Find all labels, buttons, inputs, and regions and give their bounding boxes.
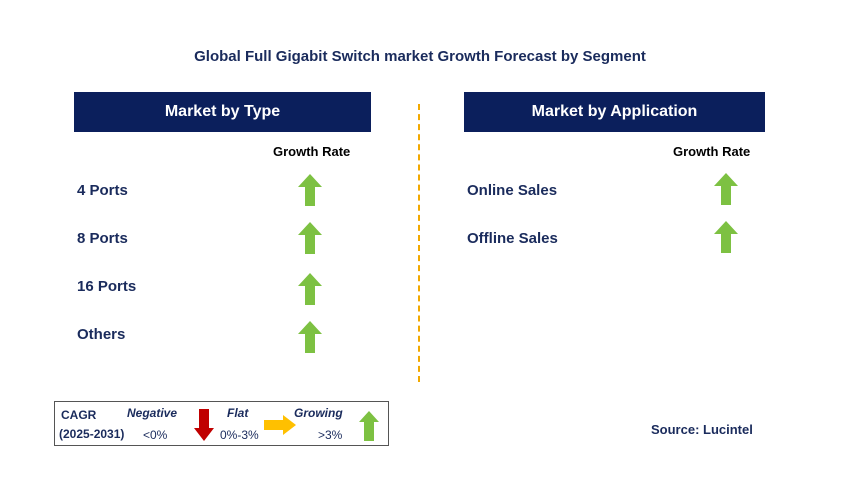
application-row-label: Offline Sales <box>467 230 558 247</box>
type-row-label: 16 Ports <box>77 278 137 295</box>
type-row-label: 8 Ports <box>77 230 128 247</box>
green-up-arrow-icon <box>298 222 322 254</box>
red-down-arrow-icon <box>194 409 214 441</box>
legend-cagr-label: CAGR <box>61 408 97 422</box>
legend-growing-label: Growing <box>294 406 343 420</box>
chart-title: Global Full Gigabit Switch market Growth… <box>194 48 646 65</box>
panel-divider <box>418 104 420 382</box>
green-up-arrow-icon <box>298 174 322 206</box>
application-growth-rate-label: Growth Rate <box>673 144 751 159</box>
green-up-arrow-icon <box>714 221 738 253</box>
green-up-arrow-icon <box>298 273 322 305</box>
type-row-label: 4 Ports <box>77 182 128 199</box>
market-by-type-header: Market by Type <box>74 92 371 132</box>
type-growth-rate-label: Growth Rate <box>273 144 351 159</box>
type-row-label: Others <box>77 326 126 343</box>
legend-flat-label: Flat <box>227 406 249 420</box>
legend-negative-range: <0% <box>143 428 168 442</box>
legend-flat-range: 0%-3% <box>220 428 259 442</box>
market-by-type-header-label: Market by Type <box>164 103 281 120</box>
legend-period-label: (2025-2031) <box>59 427 125 441</box>
green-up-arrow-icon <box>359 411 379 441</box>
green-up-arrow-icon <box>298 321 322 353</box>
market-by-application-header: Market by Application <box>464 92 765 132</box>
legend-growing-range: >3% <box>318 428 343 442</box>
green-up-arrow-icon <box>714 173 738 205</box>
market-by-application-header-label: Market by Application <box>531 103 698 120</box>
application-row-label: Online Sales <box>467 182 558 199</box>
orange-right-arrow-icon <box>264 415 296 435</box>
legend-negative-label: Negative <box>127 406 178 420</box>
source-label: Source: Lucintel <box>651 422 753 437</box>
cagr-legend: CAGR (2025-2031) Negative <0% Flat 0%-3%… <box>54 401 389 446</box>
